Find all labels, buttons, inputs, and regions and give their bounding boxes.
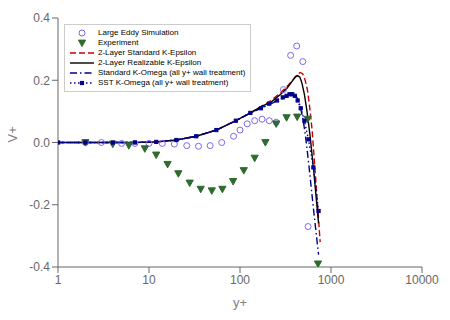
svg-text:10000: 10000 xyxy=(405,273,439,287)
svg-text:10: 10 xyxy=(142,273,156,287)
html-text:Standard K-Omega (all y+ wall: Standard K-Omega (all y+ wall treatment) xyxy=(98,68,246,77)
svg-text:0.2: 0.2 xyxy=(33,74,50,88)
svg-text:100: 100 xyxy=(230,273,250,287)
html-text:SST K-Omega (all y+ wall treat: SST K-Omega (all y+ wall treatment) xyxy=(98,78,229,87)
svg-text:-0.2: -0.2 xyxy=(29,198,50,212)
svg-text:0.4: 0.4 xyxy=(33,11,50,25)
svg-text:0.0: 0.0 xyxy=(33,136,50,150)
html-text:2-Layer Realizable K-Epsilon: 2-Layer Realizable K-Epsilon xyxy=(98,58,202,67)
svg-text:1000: 1000 xyxy=(318,273,345,287)
svg-text:y+: y+ xyxy=(233,295,247,310)
html-text:Experiment: Experiment xyxy=(98,38,139,47)
svg-text:V+: V+ xyxy=(8,126,20,142)
svg-text:1: 1 xyxy=(55,273,62,287)
html-text:Large Eddy Simulation: Large Eddy Simulation xyxy=(98,28,179,37)
html-text:2-Layer Standard K-Epsilon: 2-Layer Standard K-Epsilon xyxy=(98,48,197,57)
svg-text:-0.4: -0.4 xyxy=(29,260,50,274)
